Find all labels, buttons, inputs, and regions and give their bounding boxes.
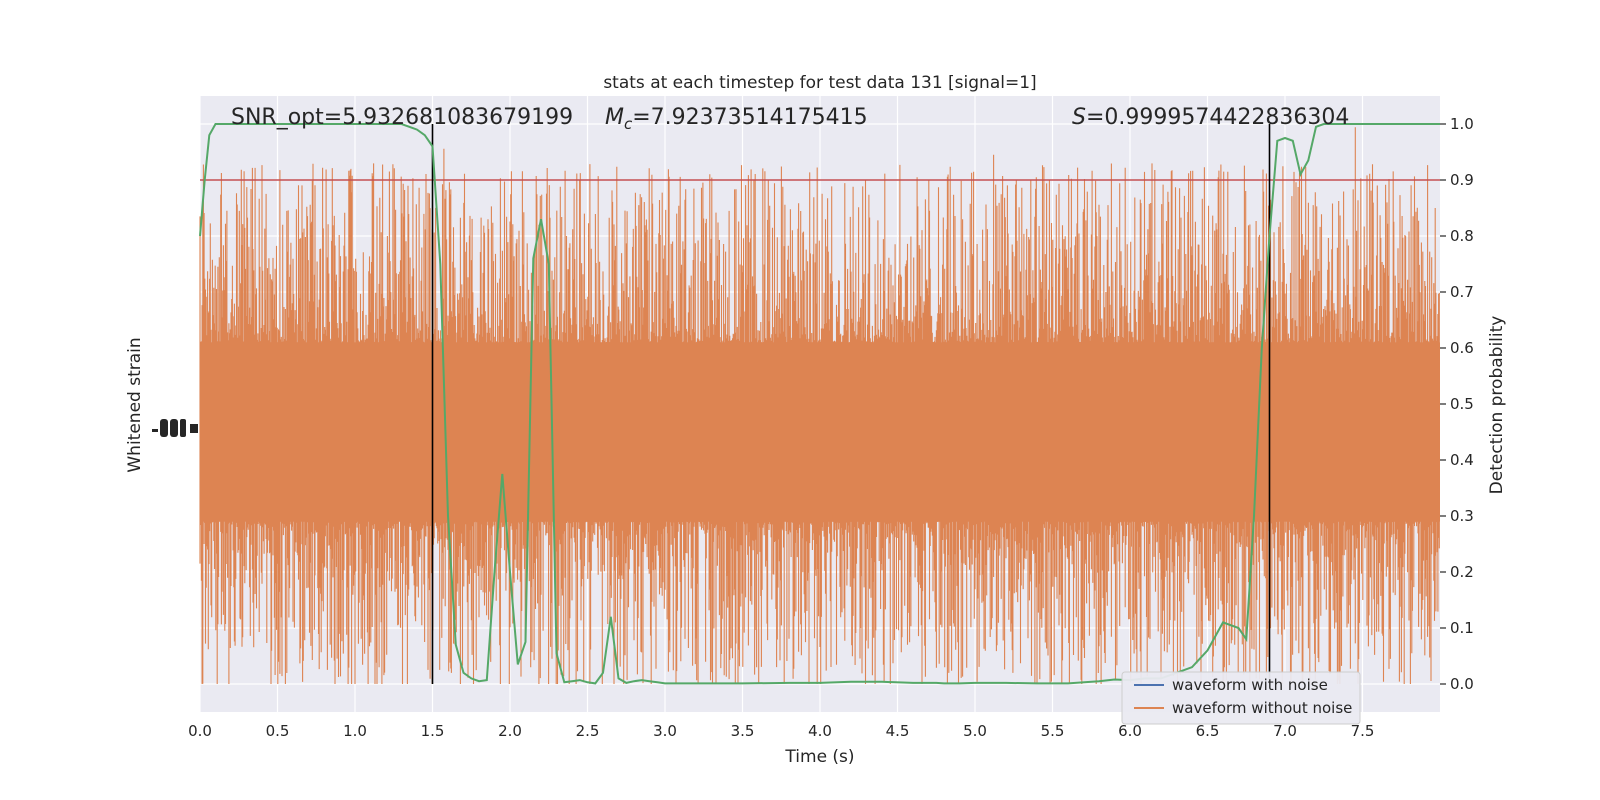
legend-box xyxy=(1121,671,1361,725)
x-tick-label: 2.0 xyxy=(498,722,522,740)
legend: waveform with noise waveform without noi… xyxy=(1121,671,1361,725)
x-tick-label: 4.5 xyxy=(886,722,910,740)
y-axis-right-label: Detection probability xyxy=(1487,316,1507,495)
y-tick-label: 0.1 xyxy=(1450,619,1474,637)
detection-probability-line xyxy=(199,123,1440,685)
y-tick-label: 0.3 xyxy=(1450,507,1474,525)
y-axis-left-label: Whitened strain xyxy=(125,337,145,472)
waveform-spikes xyxy=(199,127,1440,684)
x-tick-label: 1.5 xyxy=(421,722,445,740)
annotation-mc-symbol: M xyxy=(605,105,624,130)
annotation-s-symbol: S xyxy=(1072,105,1086,130)
annotation-snr: SNR_opt=5.932681083679199 xyxy=(231,105,573,130)
annotation-mc-sub: c xyxy=(624,115,633,133)
annotation-s-value: =0.9999574422836304 xyxy=(1086,105,1349,130)
x-tick-label: 5.0 xyxy=(963,722,987,740)
legend-label-without-noise: waveform without noise xyxy=(1172,699,1352,717)
x-tick-label: 3.5 xyxy=(731,722,755,740)
y-tick-labels: 0.0 0.1 0.2 0.3 0.4 0.5 0.6 0.7 0.8 0.9 1.0 xyxy=(1440,115,1474,693)
x-tick-label: 5.5 xyxy=(1041,722,1065,740)
x-tick-label: 6.0 xyxy=(1118,722,1142,740)
x-tick-label: 7.0 xyxy=(1273,722,1297,740)
chart-title: stats at each timestep for test data 131… xyxy=(603,73,1036,93)
y-tick-label: 1.0 xyxy=(1450,115,1474,133)
y-tick-label: 0.2 xyxy=(1450,563,1474,581)
x-tick-label: 0.0 xyxy=(188,722,212,740)
y-tick-label: 0.9 xyxy=(1450,171,1474,189)
y-tick-label: 0.7 xyxy=(1450,283,1474,301)
waveform-without-noise-spikes xyxy=(199,127,1440,684)
left-tick-blob xyxy=(152,419,198,437)
x-tick-label: 7.5 xyxy=(1351,722,1375,740)
x-tick-label: 4.0 xyxy=(808,722,832,740)
x-tick-labels: 0.0 0.5 1.0 1.5 2.0 2.5 3.0 3.5 4.0 4.5 5.0 5.5 6.0 6… xyxy=(188,722,1374,740)
y-tick-label: 0.8 xyxy=(1450,227,1474,245)
x-tick-label: 1.0 xyxy=(343,722,367,740)
y-tick-label: 0.4 xyxy=(1450,451,1474,469)
annotation-mc-value: =7.92373514175415 xyxy=(632,105,867,130)
annotation-mc: Mc=7.92373514175415 xyxy=(605,105,868,133)
x-tick-label: 6.5 xyxy=(1196,722,1220,740)
y-tick-label: 0.5 xyxy=(1450,395,1474,413)
legend-label-noise: waveform with noise xyxy=(1172,676,1328,694)
annotation-s: S=0.9999574422836304 xyxy=(1072,105,1349,130)
x-axis-label: Time (s) xyxy=(784,747,854,767)
y-tick-label: 0.6 xyxy=(1450,339,1474,357)
vlines xyxy=(431,124,1271,684)
y-tick-label: 0.0 xyxy=(1450,675,1474,693)
x-tick-label: 0.5 xyxy=(266,722,290,740)
x-tick-label: 2.5 xyxy=(576,722,600,740)
x-tick-label: 3.0 xyxy=(653,722,677,740)
